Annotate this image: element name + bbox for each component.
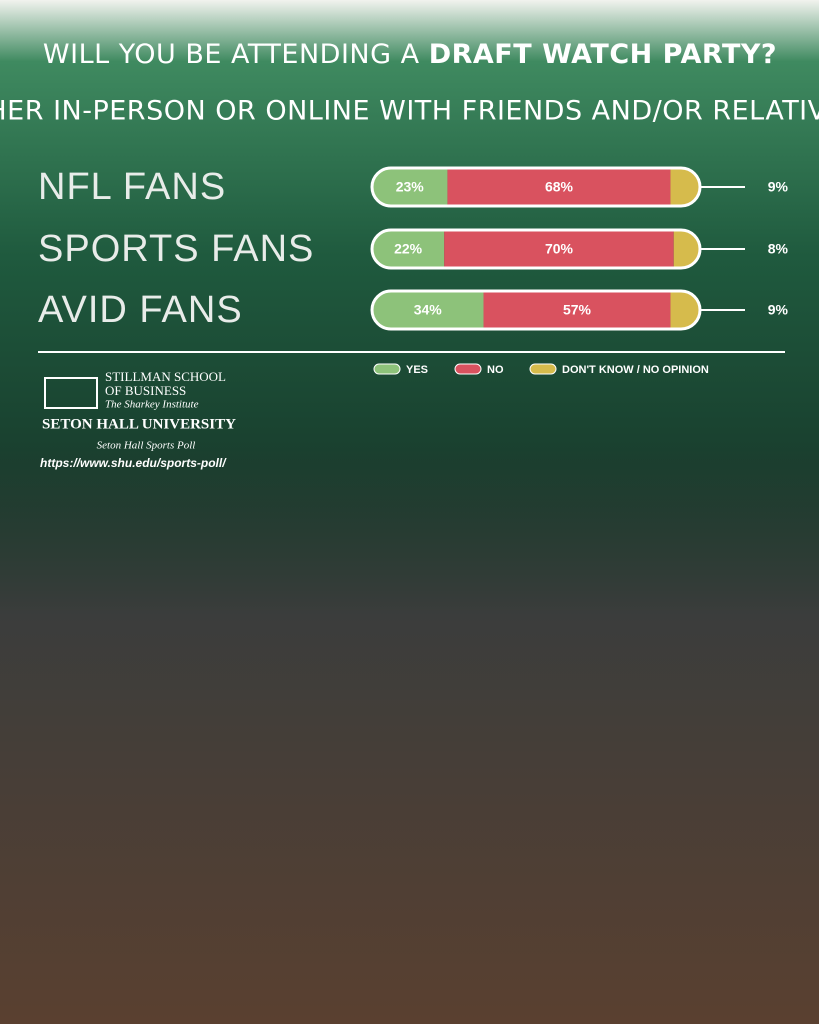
title-line-2: EITHER IN-PERSON OR ONLINE WITH FRIENDS … <box>0 96 819 127</box>
value-label: 8% <box>768 241 789 257</box>
bar-outline <box>370 228 702 270</box>
bar-segment <box>372 168 448 206</box>
value-label: 34% <box>414 302 443 318</box>
legend-swatch <box>529 363 557 375</box>
chart: NFL FANS 23% 68% 9% SPORTS FANS 22% 70% 8% AVID … <box>38 166 789 376</box>
bar-outline <box>370 166 702 208</box>
school-name: STILLMAN SCHOOL <box>105 369 226 384</box>
bar-outline <box>370 289 702 331</box>
logo: STILLMAN SCHOOL OF BUSINESS The Sharkey … <box>40 369 236 470</box>
legend-label: YES <box>406 364 428 376</box>
legend-label: NO <box>487 364 504 376</box>
legend-swatch <box>454 363 482 375</box>
bar-segment <box>372 291 484 329</box>
value-label: 70% <box>545 241 574 257</box>
value-label: 9% <box>768 179 789 195</box>
bar-segment <box>447 168 671 206</box>
value-label: 22% <box>394 241 423 257</box>
university: SETON HALL UNIVERSITY <box>42 416 236 432</box>
poll-name: Seton Hall Sports Poll <box>97 440 196 452</box>
bar-segment <box>444 230 674 268</box>
value-label: 68% <box>545 179 574 195</box>
value-label: 57% <box>563 302 592 318</box>
logo-icon <box>44 377 98 409</box>
value-label: 23% <box>396 179 425 195</box>
title-line-1: WILL YOU BE ATTENDING A DRAFT WATCH PART… <box>43 39 777 70</box>
players-photo <box>0 440 819 1024</box>
school-name: OF BUSINESS <box>105 383 186 398</box>
bar-segment <box>483 291 671 329</box>
source-url: https://www.shu.edu/sports-poll/ <box>40 456 227 470</box>
legend-swatch <box>373 363 401 375</box>
institute: The Sharkey Institute <box>105 399 199 411</box>
category-label: AVID FANS <box>38 289 243 331</box>
bar-segment <box>372 230 445 268</box>
value-label: 9% <box>768 302 789 318</box>
category-label: SPORTS FANS <box>38 228 314 270</box>
category-label: NFL FANS <box>38 166 226 208</box>
legend-label: DON'T KNOW / NO OPINION <box>562 364 709 376</box>
